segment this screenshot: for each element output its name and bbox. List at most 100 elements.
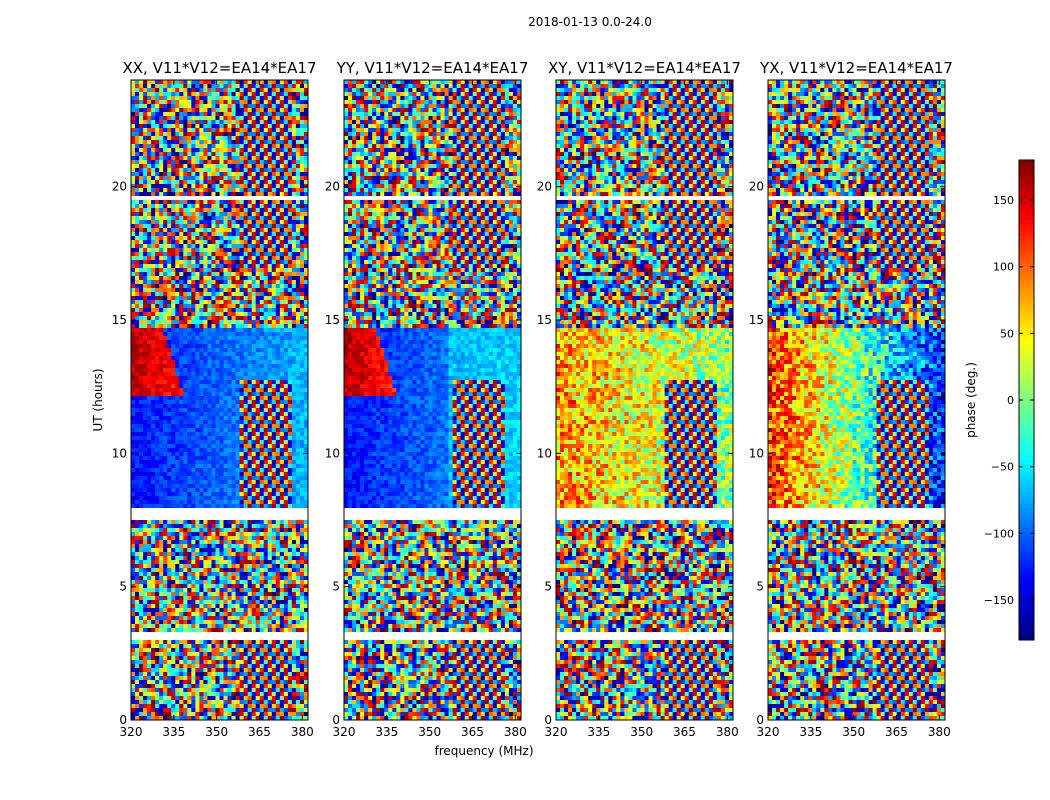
heatmap-cell (239, 252, 245, 257)
heatmap-cell (147, 228, 152, 233)
heatmap-cell (143, 252, 148, 257)
heatmap-cell (171, 248, 176, 253)
heatmap-cell (203, 348, 208, 353)
heatmap-cell (139, 428, 144, 433)
heatmap-cell (259, 452, 265, 457)
heatmap-cell (215, 508, 220, 513)
heatmap-cell (223, 88, 228, 93)
heatmap-cell (207, 368, 212, 373)
heatmap-cell (207, 192, 212, 197)
heatmap-cell (167, 300, 172, 305)
heatmap-cell (235, 320, 241, 325)
heatmap-cell (231, 136, 236, 141)
heatmap-cell (175, 108, 180, 113)
heatmap-cell (163, 428, 168, 433)
heatmap-cell (291, 104, 297, 109)
heatmap-cell (183, 360, 188, 365)
heatmap-cell (271, 308, 277, 313)
heatmap-cell (183, 264, 188, 269)
heatmap-cell (151, 324, 156, 329)
heatmap-cell (279, 112, 285, 117)
heatmap-cell (131, 348, 136, 353)
heatmap-cell (303, 456, 309, 461)
heatmap-cell (215, 124, 220, 129)
heatmap-cell (251, 116, 257, 121)
heatmap-cell (259, 232, 265, 237)
heatmap-cell (243, 148, 249, 153)
heatmap-cell (231, 452, 236, 457)
heatmap-cell (227, 396, 232, 401)
heatmap-cell (175, 376, 180, 381)
heatmap-cell (175, 224, 180, 229)
heatmap-cell (259, 96, 265, 101)
heatmap-cell (179, 448, 184, 453)
heatmap-cell (283, 116, 289, 121)
heatmap-cell (195, 268, 200, 273)
heatmap-cell (139, 532, 144, 537)
heatmap-cell (239, 360, 245, 365)
heatmap-cell (239, 172, 245, 177)
heatmap-cell (251, 372, 257, 377)
heatmap-cell (287, 436, 293, 441)
heatmap-cell (279, 276, 285, 281)
heatmap-cell (159, 160, 164, 165)
heatmap-cell (175, 492, 180, 497)
heatmap-cell (199, 380, 204, 385)
heatmap-cell (135, 524, 140, 529)
heatmap-cell (223, 148, 228, 153)
heatmap-cell (159, 504, 164, 509)
heatmap-cell (171, 136, 176, 141)
heatmap-cell (135, 500, 140, 505)
heatmap-cell (235, 440, 241, 445)
heatmap-cell (147, 468, 152, 473)
heatmap-cell (287, 108, 293, 113)
heatmap-cell (191, 184, 196, 189)
heatmap-cell (203, 316, 208, 321)
heatmap-cell (235, 84, 241, 89)
heatmap-cell (247, 412, 253, 417)
heatmap-cell (199, 96, 204, 101)
heatmap-cell (203, 128, 208, 133)
heatmap-cell (271, 152, 277, 157)
heatmap-cell (279, 284, 285, 289)
heatmap-cell (259, 404, 265, 409)
heatmap-cell (295, 96, 301, 101)
heatmap-cell (283, 108, 289, 113)
heatmap-cell (207, 424, 212, 429)
heatmap-cell (195, 464, 200, 469)
heatmap-cell (215, 524, 220, 529)
heatmap-cell (263, 252, 269, 257)
heatmap-cell (147, 448, 152, 453)
heatmap-cell (151, 504, 156, 509)
heatmap-cell (175, 368, 180, 373)
heatmap-cell (255, 468, 261, 473)
heatmap-cell (271, 268, 277, 273)
heatmap-cell (219, 180, 224, 185)
heatmap-cell (155, 124, 160, 129)
heatmap-cell (147, 264, 152, 269)
heatmap-cell (291, 496, 297, 501)
heatmap-cell (167, 340, 172, 345)
heatmap-cell (195, 456, 200, 461)
heatmap-cell (211, 480, 216, 485)
heatmap-cell (295, 156, 301, 161)
heatmap-cell (151, 468, 156, 473)
heatmap-cell (171, 124, 176, 129)
heatmap-cell (295, 356, 301, 361)
heatmap-cell (267, 164, 273, 169)
heatmap-cell (259, 236, 265, 241)
heatmap-cell (147, 400, 152, 405)
heatmap-cell (243, 128, 249, 133)
heatmap-cell (267, 292, 273, 297)
heatmap-cell (219, 244, 224, 249)
heatmap-cell (195, 476, 200, 481)
heatmap-cell (267, 108, 273, 113)
heatmap-cell (259, 344, 265, 349)
heatmap-cell (287, 292, 293, 297)
heatmap-cell (147, 352, 152, 357)
heatmap-cell (231, 152, 236, 157)
heatmap-cell (283, 352, 289, 357)
heatmap-cell (271, 252, 277, 257)
heatmap-cell (171, 196, 176, 201)
heatmap-cell (167, 172, 172, 177)
